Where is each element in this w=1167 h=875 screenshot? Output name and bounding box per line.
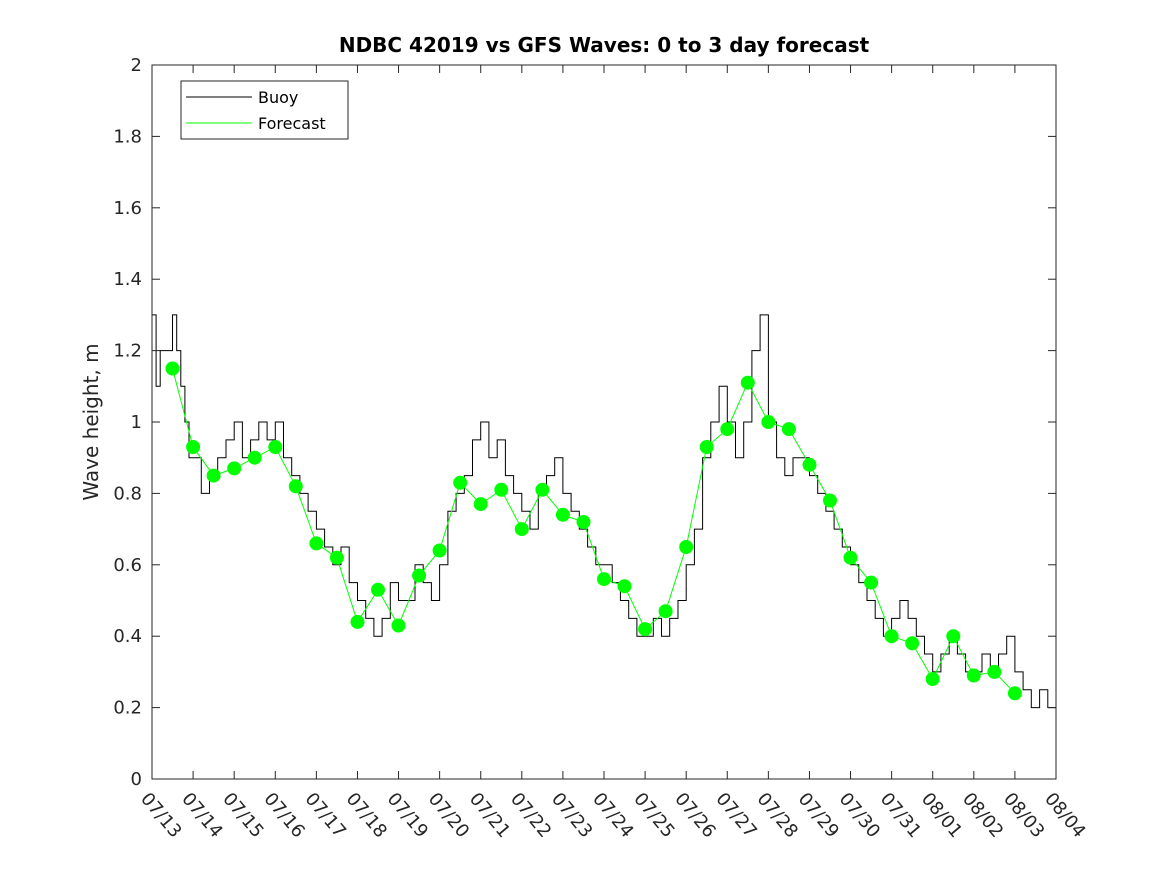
forecast-point — [555, 507, 570, 522]
forecast-point — [884, 629, 899, 644]
forecast-point — [597, 572, 611, 587]
y-tick-label: 2 — [131, 55, 142, 76]
forecast-point — [761, 415, 776, 429]
forecast-point — [453, 475, 468, 490]
legend-box — [180, 80, 349, 140]
forecast-point — [288, 479, 303, 494]
forecast-point — [391, 618, 406, 633]
forecast-point — [165, 361, 180, 376]
forecast-point — [412, 568, 427, 583]
forecast-point — [679, 540, 694, 554]
forecast-point — [247, 450, 262, 465]
forecast-point — [740, 375, 755, 390]
y-axis-label: Wave height, m — [79, 343, 103, 500]
forecast-point — [617, 579, 632, 594]
legend: Buoy Forecast — [180, 80, 349, 140]
y-tick-label: 1 — [131, 412, 142, 433]
y-tick-label: 0.8 — [113, 483, 142, 504]
legend-buoy-label: Buoy — [258, 88, 298, 107]
forecast-point — [781, 422, 796, 437]
forecast-point — [309, 536, 324, 551]
forecast-point — [966, 668, 981, 683]
forecast-point — [432, 543, 447, 558]
forecast-point — [699, 440, 714, 454]
forecast-point — [268, 440, 283, 454]
forecast-point — [186, 440, 201, 454]
forecast-point — [720, 422, 735, 437]
forecast-point — [864, 575, 879, 590]
forecast-series-line — [172, 368, 1016, 694]
forecast-point — [823, 493, 837, 508]
y-tick-label: 0.2 — [113, 698, 142, 719]
y-tick-label: 1.4 — [113, 269, 142, 290]
forecast-point — [925, 672, 940, 686]
forecast-point — [802, 457, 817, 472]
y-tick-label: 0.6 — [113, 555, 142, 576]
forecast-point — [1007, 686, 1022, 701]
forecast-point — [206, 468, 221, 483]
forecast-point — [329, 550, 344, 565]
forecast-point — [987, 664, 1002, 679]
forecast-point — [658, 604, 673, 619]
forecast-point — [514, 522, 529, 537]
buoy-series-line — [152, 314, 1057, 709]
y-tick-label: 0 — [131, 769, 142, 790]
forecast-point — [227, 461, 242, 476]
forecast-point — [576, 515, 591, 529]
forecast-point — [535, 482, 550, 497]
y-tick-label: 1.8 — [113, 126, 142, 147]
y-tick-label: 0.4 — [113, 626, 142, 647]
forecast-point — [350, 614, 365, 629]
forecast-point — [905, 636, 920, 651]
plot-area — [152, 314, 1057, 709]
forecast-point — [494, 482, 509, 497]
chart-title: NDBC 42019 vs GFS Waves: 0 to 3 day fore… — [339, 33, 870, 57]
y-tick-label: 1.6 — [113, 198, 142, 219]
forecast-point — [371, 582, 385, 597]
legend-forecast-label: Forecast — [258, 114, 326, 133]
forecast-point — [946, 629, 961, 644]
forecast-point — [638, 622, 653, 637]
forecast-point — [843, 550, 858, 565]
forecast-point — [473, 497, 488, 512]
y-tick-label: 1.2 — [113, 341, 142, 362]
